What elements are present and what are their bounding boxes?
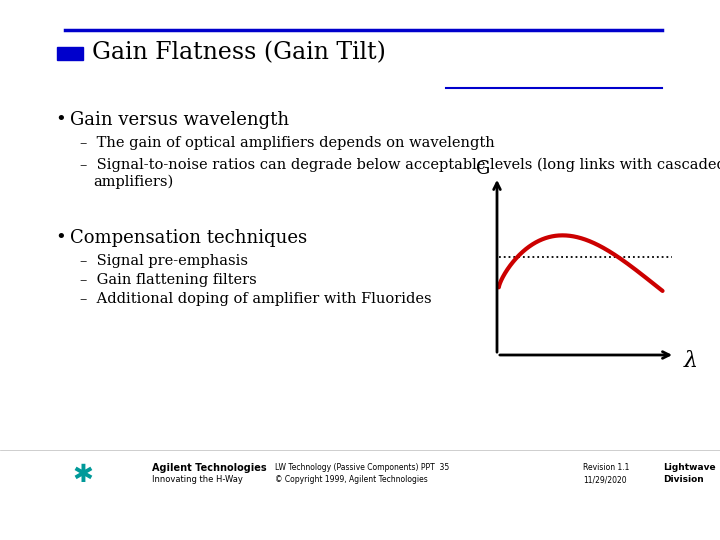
Text: Division: Division (663, 476, 703, 484)
Text: –  Gain flattening filters: – Gain flattening filters (80, 273, 257, 287)
Text: •: • (55, 229, 66, 247)
Text: λ: λ (684, 350, 698, 372)
Text: –  Signal pre-emphasis: – Signal pre-emphasis (80, 254, 248, 268)
Text: •: • (55, 111, 66, 129)
Text: © Copyright 1999, Agilent Technologies: © Copyright 1999, Agilent Technologies (275, 476, 428, 484)
Text: –  The gain of optical amplifiers depends on wavelength: – The gain of optical amplifiers depends… (80, 136, 495, 150)
Text: Lightwave: Lightwave (663, 463, 716, 472)
Text: ✱: ✱ (73, 463, 94, 487)
Text: amplifiers): amplifiers) (93, 175, 174, 189)
Text: LW Technology (Passive Components) PPT  35: LW Technology (Passive Components) PPT 3… (275, 463, 449, 472)
Text: –  Additional doping of amplifier with Fluorides: – Additional doping of amplifier with Fl… (80, 292, 431, 306)
Text: Revision 1.1: Revision 1.1 (583, 463, 629, 472)
Text: G: G (476, 160, 490, 178)
Text: Agilent Technologies: Agilent Technologies (152, 463, 266, 473)
Text: Gain Flatness (Gain Tilt): Gain Flatness (Gain Tilt) (92, 42, 386, 64)
Text: –  Signal-to-noise ratios can degrade below acceptable levels (long links with c: – Signal-to-noise ratios can degrade bel… (80, 158, 720, 172)
Text: 11/29/2020: 11/29/2020 (583, 476, 626, 484)
Bar (57, 47, 83, 60)
Text: Gain versus wavelength: Gain versus wavelength (70, 111, 289, 129)
Text: Compensation techniques: Compensation techniques (70, 229, 307, 247)
Text: Innovating the H-Way: Innovating the H-Way (152, 476, 243, 484)
